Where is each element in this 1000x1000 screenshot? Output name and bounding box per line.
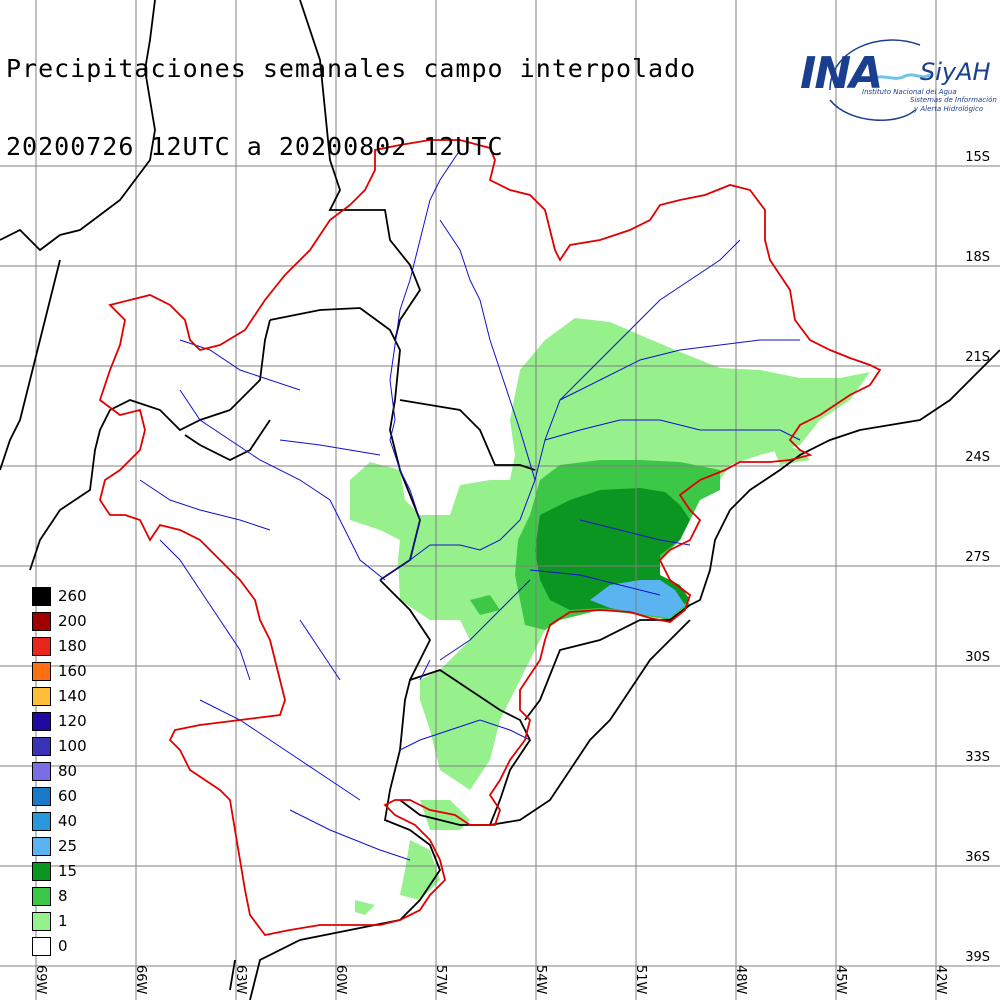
- legend-swatch: [32, 737, 51, 756]
- legend-swatch: [32, 887, 51, 906]
- title-line-1: Precipitaciones semanales campo interpol…: [6, 54, 697, 83]
- legend-swatch: [32, 762, 51, 781]
- longitude-label: 48W: [733, 965, 748, 995]
- legend-swatch: [32, 937, 51, 956]
- legend-swatch: [32, 687, 51, 706]
- logo-subtitle-2: Sistemas de Información: [910, 96, 997, 104]
- longitude-label: 51W: [633, 965, 648, 995]
- legend-label: 25: [58, 837, 78, 855]
- rivers: [139, 149, 801, 861]
- precipitation-legend: 260 200 180 160 140 120 100 80 60 40 25 15 8 1 0: [32, 585, 112, 960]
- logo-swoosh-icon: [829, 39, 931, 121]
- legend-label: 0: [58, 937, 68, 955]
- latitude-label: 33S: [965, 750, 990, 765]
- legend-row: 60: [32, 785, 112, 810]
- logo-subtitle-3: y Alerta Hidrológico: [914, 105, 984, 113]
- logo-siyah-text: SiyAH: [920, 58, 991, 86]
- precip-1mm-areas: [350, 318, 870, 915]
- legend-label: 8: [58, 887, 68, 905]
- legend-label: 15: [58, 862, 78, 880]
- latitude-label: 36S: [965, 850, 990, 865]
- legend-swatch: [32, 862, 51, 881]
- legend-label: 120: [58, 712, 87, 730]
- legend-row: 15: [32, 860, 112, 885]
- latitude-label: 24S: [965, 450, 990, 465]
- legend-label: 80: [58, 762, 78, 780]
- legend-label: 40: [58, 812, 78, 830]
- ina-siyah-logo: INA SiyAH Instituto Nacional del Agua Si…: [790, 30, 997, 125]
- legend-row: 200: [32, 610, 112, 635]
- map-title: Precipitaciones semanales campo interpol…: [6, 4, 696, 186]
- latitude-label: 18S: [965, 250, 990, 265]
- legend-row: 40: [32, 810, 112, 835]
- latitude-label: 27S: [965, 550, 990, 565]
- longitude-label: 60W: [333, 965, 348, 995]
- legend-label: 200: [58, 612, 87, 630]
- legend-row: 120: [32, 710, 112, 735]
- legend-row: 1: [32, 910, 112, 935]
- legend-swatch: [32, 787, 51, 806]
- legend-swatch: [32, 712, 51, 731]
- legend-row: 180: [32, 635, 112, 660]
- legend-row: 8: [32, 885, 112, 910]
- title-line-2: 20200726 12UTC a 20200802 12UTC: [6, 132, 504, 161]
- latitude-label: 39S: [965, 950, 990, 965]
- legend-label: 1: [58, 912, 68, 930]
- latitude-label: 21S: [965, 350, 990, 365]
- legend-label: 60: [58, 787, 78, 805]
- legend-row: 0: [32, 935, 112, 960]
- legend-label: 100: [58, 737, 87, 755]
- legend-label: 180: [58, 637, 87, 655]
- latitude-label: 30S: [965, 650, 990, 665]
- legend-label: 140: [58, 687, 87, 705]
- longitude-label: 54W: [533, 965, 548, 995]
- logo-ina-text: INA: [800, 48, 883, 99]
- legend-swatch: [32, 612, 51, 631]
- legend-swatch: [32, 587, 51, 606]
- logo-subtitle-1: Instituto Nacional del Agua: [862, 88, 957, 96]
- legend-swatch: [32, 812, 51, 831]
- legend-swatch: [32, 912, 51, 931]
- legend-row: 160: [32, 660, 112, 685]
- legend-label: 260: [58, 587, 87, 605]
- legend-row: 25: [32, 835, 112, 860]
- legend-row: 140: [32, 685, 112, 710]
- longitude-label: 42W: [933, 965, 948, 995]
- basin-outline: [98, 139, 882, 936]
- longitude-label: 57W: [433, 965, 448, 995]
- longitude-label: 45W: [833, 965, 848, 995]
- precip-25mm-areas: [590, 580, 685, 618]
- legend-row: 80: [32, 760, 112, 785]
- legend-label: 160: [58, 662, 87, 680]
- legend-row: 260: [32, 585, 112, 610]
- latitude-label: 15S: [965, 150, 990, 165]
- longitude-label: 66W: [133, 965, 148, 995]
- legend-swatch: [32, 637, 51, 656]
- longitude-label: 63W: [233, 965, 248, 995]
- legend-swatch: [32, 837, 51, 856]
- legend-row: 100: [32, 735, 112, 760]
- legend-swatch: [32, 662, 51, 681]
- longitude-label: 69W: [33, 965, 48, 995]
